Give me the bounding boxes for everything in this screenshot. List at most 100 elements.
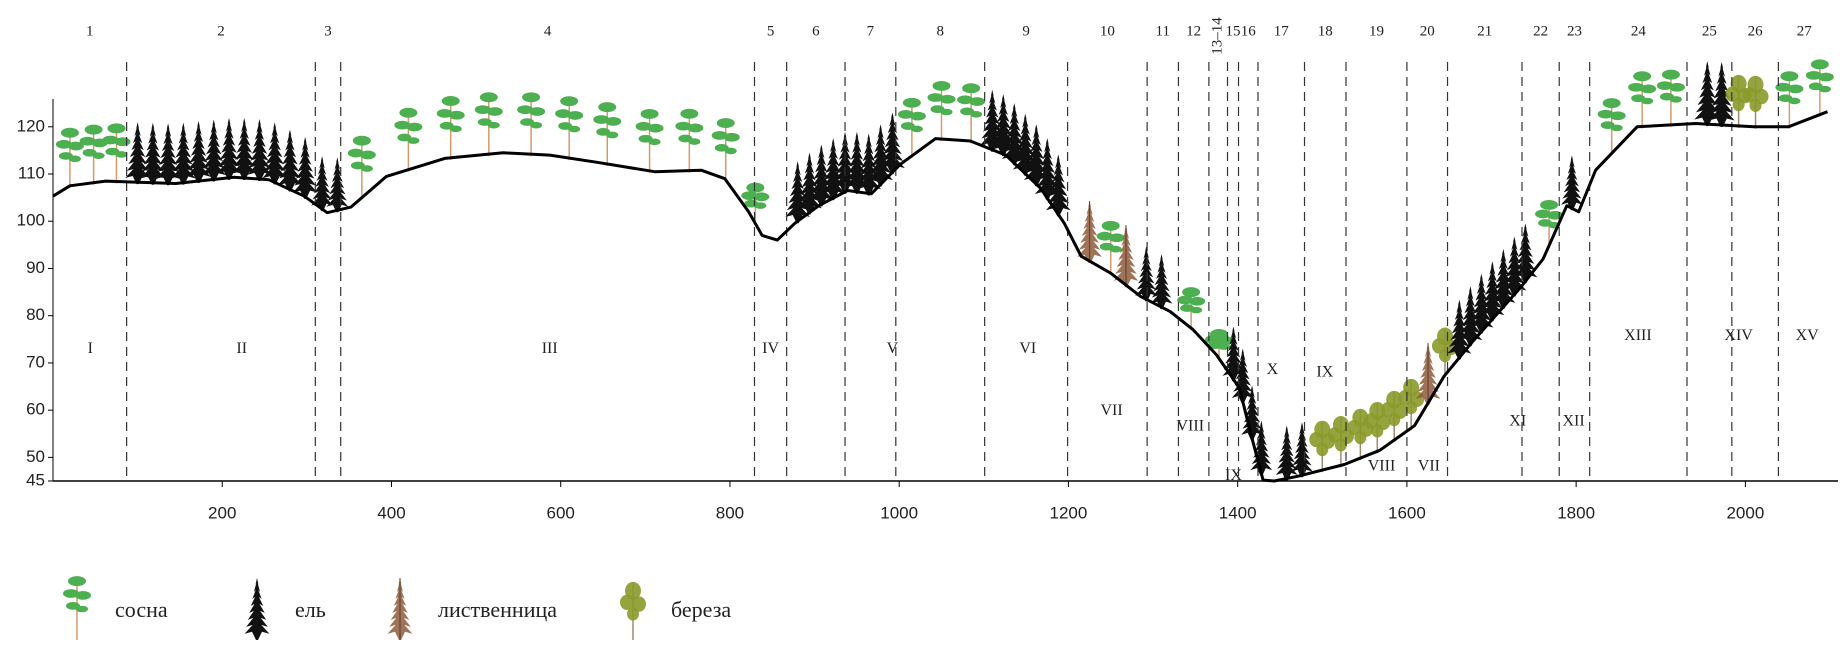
crown [1603,98,1621,108]
tree-icon [1657,70,1685,127]
crown [1787,84,1803,93]
zone-numeral: XI [1509,413,1526,430]
zone-label: 7 [867,23,875,39]
tree-icon [1177,287,1205,330]
crown [360,151,376,160]
crown [107,123,125,133]
crown [1669,83,1685,92]
tree-icon [1151,254,1173,309]
zone-label: 25 [1702,23,1717,39]
legend-label: ель [295,597,326,622]
crown [1102,221,1120,231]
crown [641,109,659,119]
tree-icon [326,157,348,212]
x-tick-label: 600 [547,503,575,522]
crown [1388,413,1400,426]
crown [1110,246,1122,253]
crown [530,122,542,129]
tree-icon [675,109,703,173]
crown [171,123,196,185]
crown [488,122,500,129]
crown [1733,98,1745,111]
tree-icon [712,118,740,182]
crown [407,137,419,144]
crown [61,128,79,138]
crown [487,107,503,116]
zone-label: 9 [1022,23,1030,39]
zone-label: 11 [1156,23,1170,39]
zone-numeral: X [1267,361,1279,378]
crown [69,156,81,163]
zone-label: 8 [936,23,944,39]
crown [399,108,417,118]
crown [449,111,465,120]
crown [567,111,583,120]
crown [598,102,616,112]
zone-label: 13–14 [1210,17,1226,55]
tree-icon [56,128,84,188]
y-tick-label: 60 [26,400,45,419]
legend-label: лиственница [438,597,557,622]
crown [1819,86,1831,93]
crown [606,132,618,139]
crown [649,139,661,146]
crown [480,92,498,102]
crown [361,165,373,172]
y-tick-label: 50 [26,447,45,466]
crown [1218,343,1230,350]
crown [911,126,923,133]
zone-label: 16 [1241,23,1257,39]
zone-label: 22 [1533,23,1548,39]
tree-icon [186,121,211,183]
crown [1189,297,1205,306]
x-tick-label: 200 [208,503,236,522]
crown [201,119,226,181]
tree-icon [437,96,465,160]
zone-label: 27 [1797,23,1813,39]
zone-numeral: XIV [1724,327,1753,344]
zone-numeral: IV [762,340,779,357]
y-tick-label: 120 [17,116,45,135]
crown [940,95,956,104]
x-tick-label: 400 [377,503,405,522]
zone-numeral: III [542,340,558,357]
crown [941,109,953,116]
zone-numeral: IX [1225,467,1242,484]
tree-icon [388,578,413,640]
tree-icon [1291,422,1313,477]
tree-icon [928,81,956,141]
crown [186,121,211,183]
crown [560,96,578,106]
crown [1561,155,1583,210]
tree-icon [394,108,422,172]
zone-label: 15 [1226,23,1241,39]
zone-numeral: I [88,340,93,357]
x-tick-label: 1800 [1557,503,1595,522]
crown [754,202,766,209]
zone-numeral: XV [1796,327,1820,344]
x-tick-label: 1600 [1388,503,1426,522]
crown [688,138,700,145]
crown [93,152,105,159]
x-tick-label: 1400 [1219,503,1257,522]
tree-icon [593,102,621,166]
zone-label: 2 [217,23,225,39]
crown [1439,349,1451,362]
crown [1818,73,1834,82]
crown [687,124,703,133]
zone-label: 6 [812,23,820,39]
crown [76,606,88,613]
zone-numeral: VII [1418,458,1440,475]
crown [1750,99,1762,112]
crown [114,137,130,146]
zone-label: 20 [1420,23,1435,39]
crown [1670,96,1682,103]
crown [648,124,664,133]
crown [1151,254,1173,309]
crown [933,81,951,91]
crown [353,136,371,146]
crown [903,98,921,108]
crown [969,97,985,106]
zone-numeral: XIII [1624,327,1652,344]
y-tick-label: 80 [26,305,45,324]
